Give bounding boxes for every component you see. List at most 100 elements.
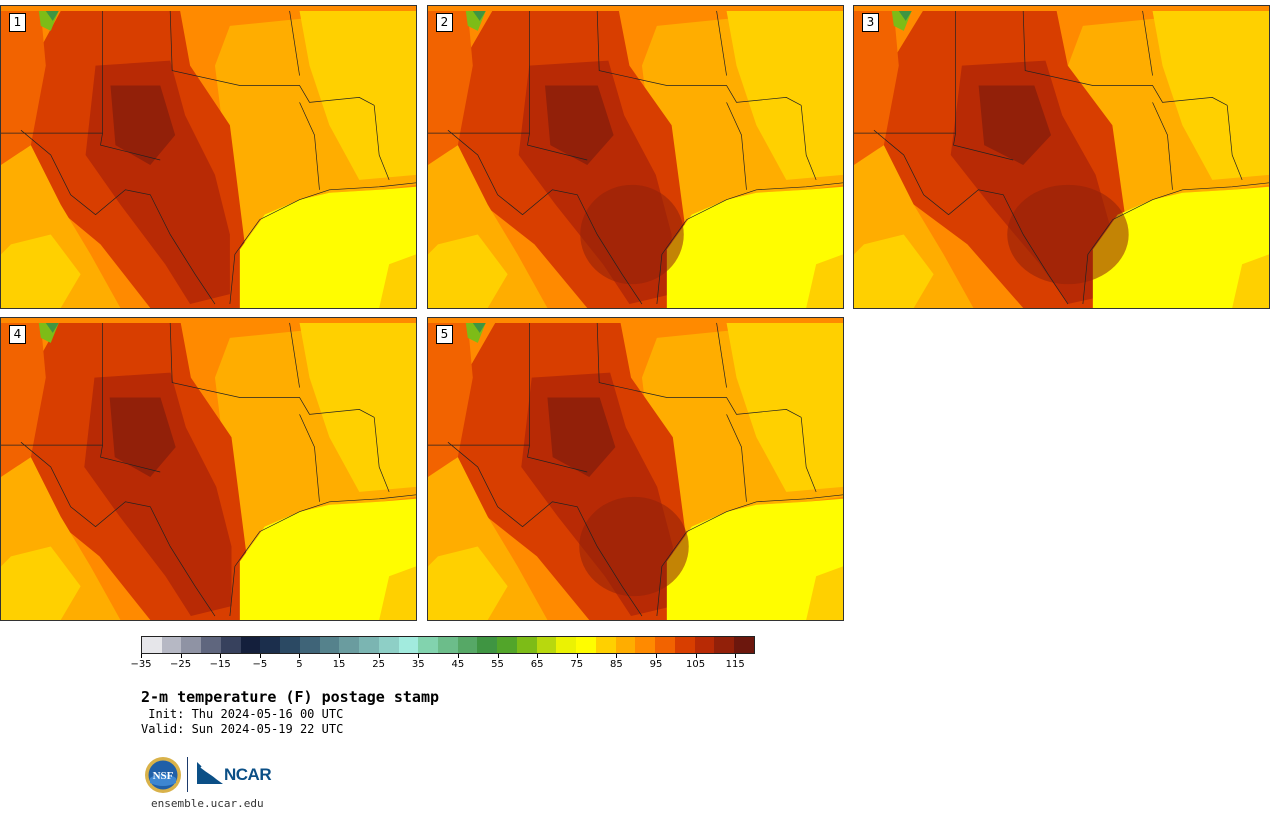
state-border	[1142, 10, 1153, 76]
colorbar-segment	[536, 637, 557, 653]
temperature-map	[428, 322, 843, 620]
state-border	[726, 102, 747, 190]
colorbar-segment	[615, 637, 636, 653]
state-border	[716, 10, 727, 76]
colorbar-segment	[714, 637, 735, 653]
temperature-region	[978, 85, 1052, 165]
state-border	[447, 441, 643, 617]
colorbar-tick	[497, 654, 499, 658]
ncar-logo-text: NCAR	[224, 765, 272, 784]
colorbar-segment	[201, 637, 221, 653]
temperature-region	[239, 186, 416, 308]
temperature-region	[428, 546, 508, 620]
colorbar-segment	[477, 637, 498, 653]
map-panel-5: 5	[427, 317, 844, 621]
state-border	[428, 10, 530, 134]
colorbar-tick-label: −15	[209, 659, 231, 670]
state-border	[800, 417, 817, 492]
colorbar-segment	[457, 637, 478, 653]
state-border	[1082, 182, 1269, 305]
colorbar-tick-label: −35	[130, 659, 152, 670]
map-panel-4: 4	[0, 317, 417, 621]
colorbar-segment	[260, 637, 281, 653]
colorbar-tick-labels: −35 −25 −15 −5 5 15 25 35 45 55 65 75 85 95 105 115	[130, 654, 755, 674]
temperature-region	[666, 498, 843, 620]
colorbar-tick	[418, 654, 420, 658]
temperature-region	[299, 10, 416, 180]
colorbar-tick	[655, 654, 657, 658]
colorbar-tick-label: 75	[570, 659, 584, 670]
state-border	[1152, 102, 1173, 190]
colorbar-tick	[576, 654, 578, 658]
colorbar-tick-label: 95	[649, 659, 663, 670]
state-border	[373, 417, 390, 492]
colorbar-tick-label: 35	[411, 659, 425, 670]
temperature-region	[547, 397, 616, 477]
state-border	[800, 105, 817, 180]
state-border	[100, 133, 161, 161]
hot-region	[1007, 184, 1129, 285]
nsf-logo-text: NSF	[153, 770, 174, 782]
logo-divider	[187, 757, 188, 792]
colorbar-tick-label: 25	[372, 659, 386, 670]
colorbar-tick-label: 85	[609, 659, 623, 670]
state-border	[289, 10, 300, 76]
colorbar-segment	[556, 637, 577, 653]
temperature-region	[428, 234, 508, 308]
state-border	[447, 129, 643, 305]
nsf-logo-icon: NSF	[145, 757, 181, 793]
colorbar-tick	[537, 654, 539, 658]
colorbar-segment	[142, 637, 162, 653]
temperature-region	[666, 186, 843, 308]
panel-number: 1	[9, 13, 26, 32]
temperature-region	[428, 322, 473, 477]
map-panel-2: 2	[427, 5, 844, 309]
init-time: Init: Thu 2024-05-16 00 UTC	[141, 707, 344, 721]
temperature-region	[1, 234, 81, 308]
colorbar-segment	[299, 637, 320, 653]
temperature-region	[45, 322, 59, 333]
temperature-region	[1152, 10, 1269, 180]
state-border	[656, 494, 843, 617]
state-border	[428, 322, 530, 446]
temperature-region	[472, 10, 486, 21]
panel-number: 3	[862, 13, 879, 32]
colorbar-tick	[378, 654, 380, 658]
colorbar-tick	[180, 654, 182, 658]
temperature-region	[898, 10, 912, 21]
colorbar-segment	[734, 637, 754, 653]
colorbar-tick	[220, 654, 222, 658]
hot-region	[580, 184, 684, 285]
colorbar-segment	[339, 637, 360, 653]
state-border	[169, 10, 375, 106]
temperature-map	[1, 322, 416, 620]
state-border	[20, 129, 216, 305]
state-border	[527, 133, 588, 161]
state-border	[726, 414, 747, 502]
colorbar-segment	[674, 637, 695, 653]
colorbar-tick	[735, 654, 737, 658]
colorbar-segment	[280, 637, 300, 653]
temperature-region	[806, 254, 843, 308]
temperature-map	[428, 10, 843, 308]
colorbar-segment	[398, 637, 419, 653]
colorbar-tick-label: 105	[686, 659, 706, 670]
sponsor-logos: NSF NCAR	[144, 756, 284, 794]
state-border	[100, 445, 161, 473]
colorbar-tick-label: 5	[296, 659, 303, 670]
colorbar-segment	[438, 637, 458, 653]
colorbar-tick	[339, 654, 341, 658]
temperature-region	[726, 322, 843, 492]
colorbar-segment	[497, 637, 517, 653]
state-border	[299, 102, 320, 190]
temperature-colorbar	[141, 636, 755, 654]
temperature-region	[379, 254, 416, 308]
colorbar-tick-label: 115	[725, 659, 745, 670]
panel-number: 2	[436, 13, 453, 32]
colorbar-tick	[457, 654, 459, 658]
colorbar-tick-label: 45	[451, 659, 465, 670]
colorbar-segment	[694, 637, 715, 653]
temperature-region	[1, 546, 81, 620]
temperature-region	[45, 10, 59, 21]
temperature-region	[299, 322, 416, 492]
